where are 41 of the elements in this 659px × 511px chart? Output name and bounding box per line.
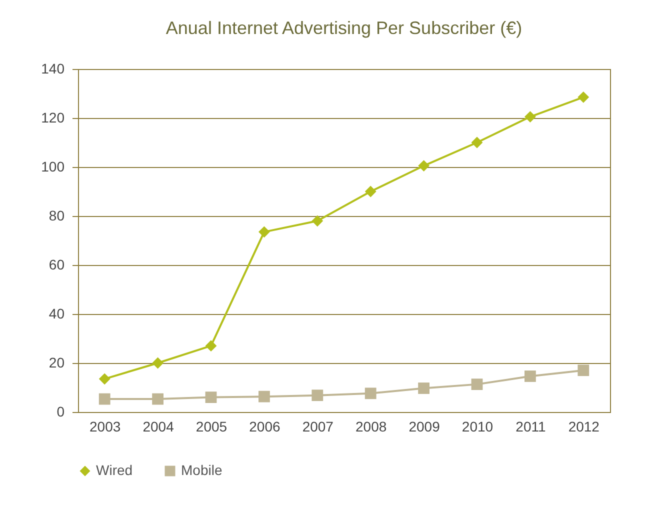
x-tick-label: 2011 [516,418,546,434]
point [578,91,590,103]
x-tick-label: 2008 [356,418,387,434]
y-tick-label: 140 [41,60,65,76]
y-tick-label: 40 [48,306,65,322]
chart-title: Anual Internet Advertising Per Subscriber (€) [166,18,522,38]
point [258,226,270,238]
y-tick-label: 100 [41,158,65,174]
point [205,392,217,403]
point [524,370,536,382]
legend-label: Wired [96,462,133,478]
point [471,136,483,148]
point [578,364,590,376]
x-tick-label: 2007 [302,418,334,434]
point [258,390,270,402]
legend-label: Mobile [181,462,222,478]
point [98,373,110,385]
x-tick-label: 2003 [90,418,121,434]
point [312,390,324,402]
x-tick-label: 2012 [568,418,600,434]
point [364,186,376,198]
x-tick-label: 2004 [142,418,174,434]
y-tick-label: 80 [48,208,65,224]
point [312,215,324,227]
point [152,357,164,369]
point [418,382,430,394]
y-tick-label: 60 [48,256,65,272]
y-tick-label: 120 [41,110,65,126]
y-tick-label: 20 [48,354,65,370]
point [471,378,483,390]
point [418,160,430,172]
x-tick-label: 2010 [462,418,494,434]
point [205,340,217,352]
point [364,388,376,400]
x-tick-label: 2005 [196,418,228,434]
x-tick-label: 2009 [408,418,440,434]
point [98,393,110,405]
y-tick-label: 0 [56,404,65,420]
point [524,111,536,122]
x-tick-label: 2006 [249,418,280,434]
point [152,393,164,405]
